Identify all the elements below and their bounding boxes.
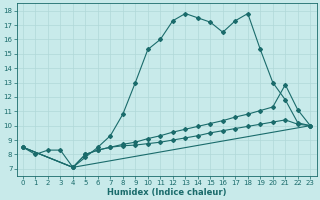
X-axis label: Humidex (Indice chaleur): Humidex (Indice chaleur) [107,188,226,197]
